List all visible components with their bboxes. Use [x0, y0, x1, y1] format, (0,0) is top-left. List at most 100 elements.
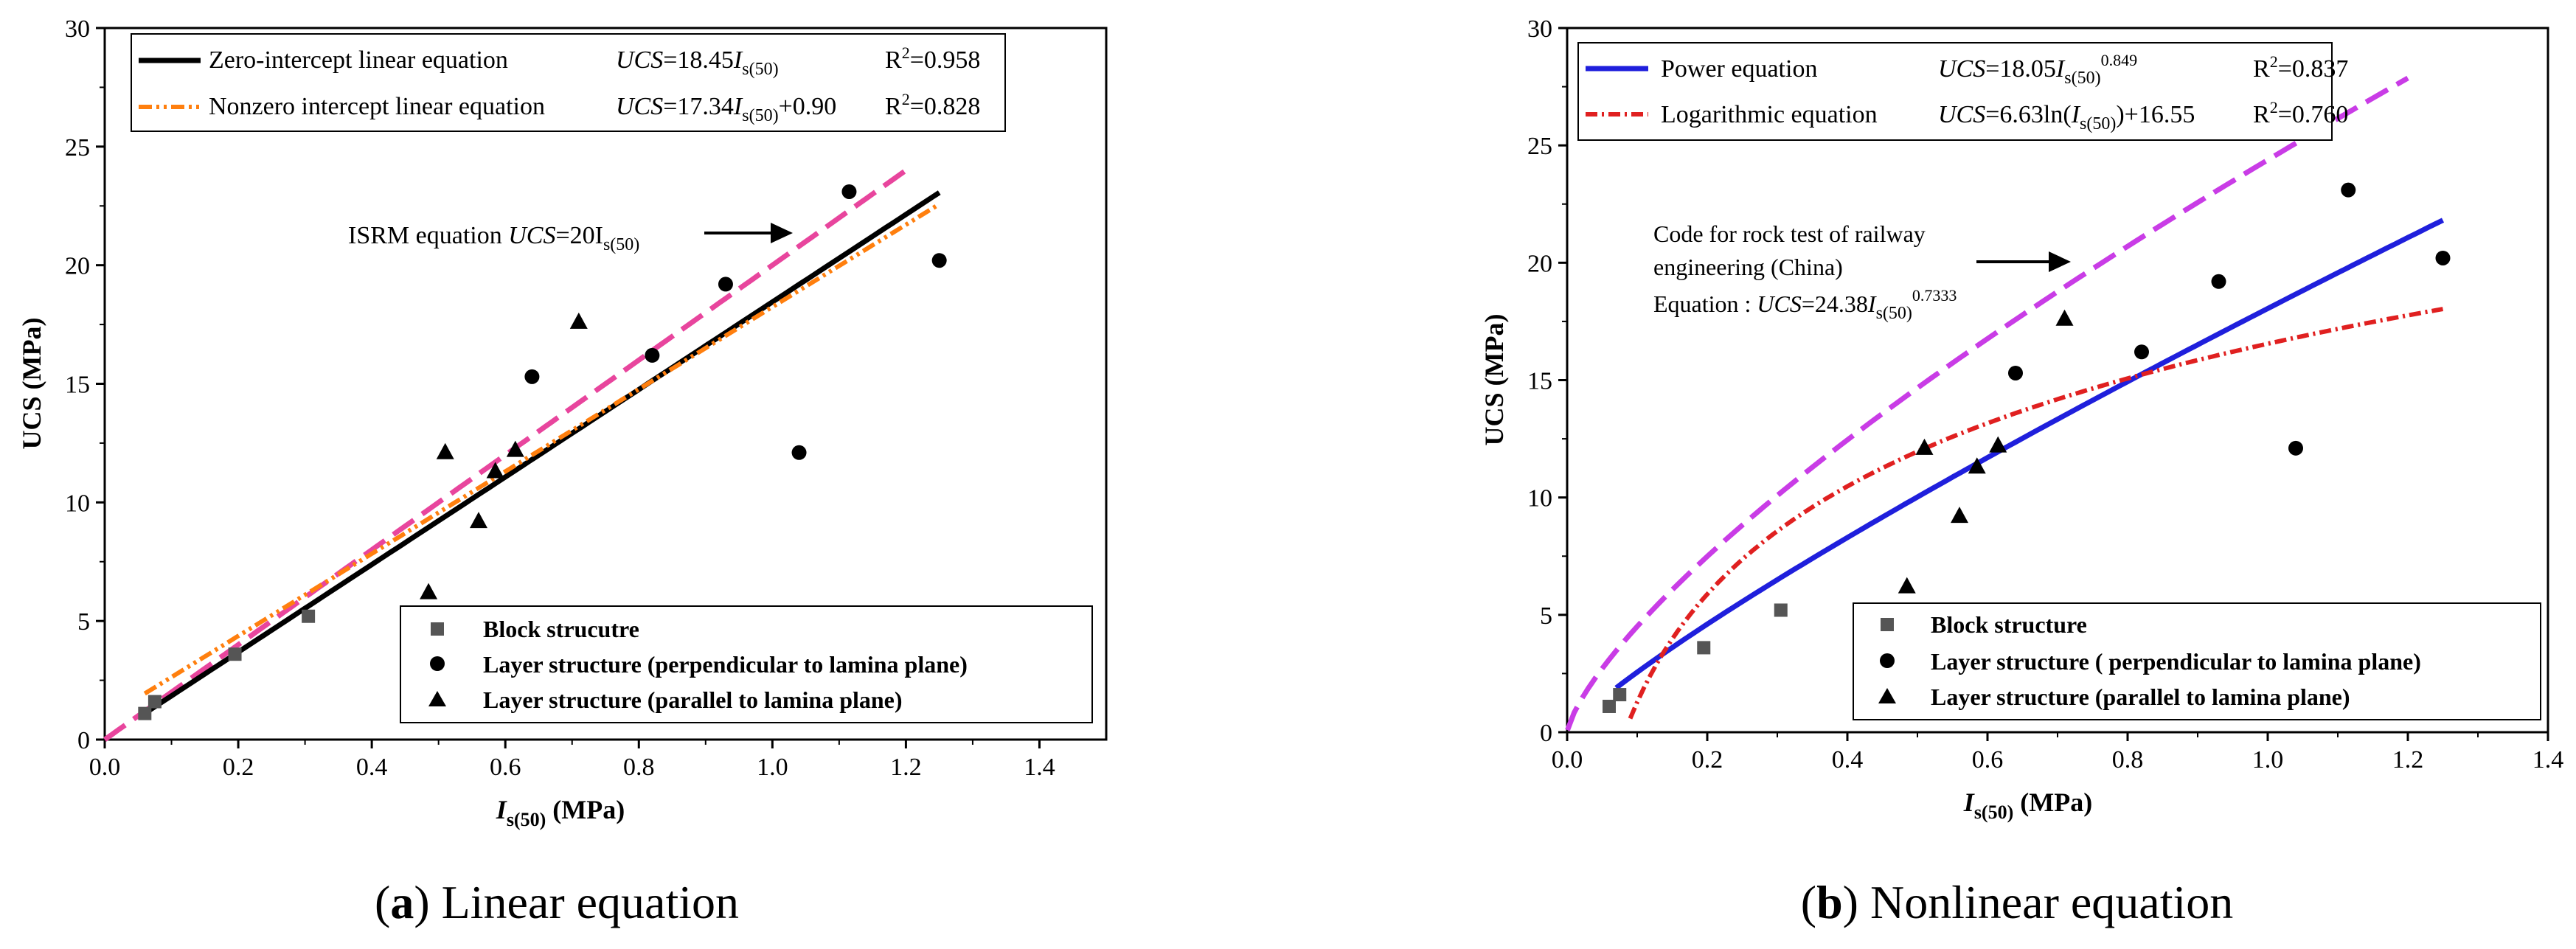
chart-b: 0.0 0.2 0.4 0.6 0.8 1.0 1.2 1.4 0 5 10 15 20 25 30 UC… — [1479, 15, 2563, 928]
isrm-arrow — [704, 223, 793, 243]
data-points-a — [138, 184, 947, 720]
railway-annotation-line1: Code for rock test of railway — [1653, 220, 1926, 247]
x-tick-label: 1.2 — [890, 754, 922, 781]
legend-marker-perpendicular-b — [1880, 653, 1895, 668]
caption-a: (a) Linear equation — [375, 876, 739, 928]
point-parallel — [1898, 577, 1916, 594]
y-tick-label: 0 — [77, 727, 90, 754]
y-tick-label: 25 — [1527, 133, 1552, 160]
point-perpendicular — [2341, 182, 2356, 198]
point-block — [1774, 603, 1788, 617]
point-perpendicular — [2211, 274, 2226, 289]
fit-line-power-equation — [1614, 218, 2445, 690]
legend-eq-log: UCS=6.63ln(Is(50))+16.55 — [1938, 101, 2195, 133]
point-block — [228, 647, 242, 661]
point-parallel — [436, 442, 454, 459]
y-tick-label: 25 — [65, 134, 90, 161]
legend-label-block: Block strucutre — [483, 616, 639, 642]
y-axis-label-b: UCS (MPa) — [1479, 314, 1509, 446]
point-parallel — [2055, 309, 2074, 326]
point-block — [147, 695, 162, 709]
fit-legend-b — [1577, 42, 2333, 141]
y-tick-label: 30 — [1527, 15, 1552, 43]
y-tick-label: 30 — [65, 15, 90, 43]
point-perpendicular — [2435, 250, 2451, 265]
caption-letter-a: a — [390, 876, 414, 928]
legend-r2-log: R2=0.760 — [2253, 98, 2348, 128]
legend-marker-block — [431, 622, 444, 636]
x-tick-label: 0.4 — [356, 754, 388, 781]
x-axis-label-a: Is(50) (MPa) — [496, 795, 625, 830]
legend-eq-power: UCS=18.05Is(50)0.849 — [1938, 51, 2137, 88]
point-perpendicular — [791, 445, 807, 460]
railway-arrow — [1976, 251, 2071, 272]
y-tick-label: 10 — [1527, 485, 1552, 512]
legend-marker-parallel-b — [1878, 688, 1896, 703]
legend-r2-power: R2=0.837 — [2253, 52, 2348, 83]
y-tick-label: 20 — [1527, 250, 1552, 277]
fit-line-zero-intercept-linear-equation — [143, 190, 941, 716]
point-perpendicular — [645, 347, 660, 363]
y-axis-ticks-b: 0 5 10 15 20 25 30 — [1527, 15, 1567, 747]
point-block — [1697, 641, 1711, 655]
legend-r2-nonzero-intercept: R2=0.828 — [885, 90, 980, 120]
railway-annotation-line2: engineering (China) — [1653, 254, 1843, 280]
x-axis-label-b: Is(50) (MPa) — [1963, 788, 2092, 823]
point-perpendicular — [931, 253, 947, 268]
x-tick-label: 1.0 — [757, 754, 788, 781]
legend-eq-nonzero-intercept: UCS=17.34Is(50)+0.90 — [616, 93, 836, 125]
x-tick-label: 0.4 — [1832, 746, 1864, 774]
y-axis-ticks-a: 0 5 10 15 20 25 30 — [65, 15, 105, 754]
legend-marker-block-b — [1881, 618, 1894, 631]
point-perpendicular — [524, 369, 540, 384]
x-tick-label: 0.0 — [89, 754, 121, 781]
point-perpendicular — [841, 184, 857, 199]
x-tick-label: 1.4 — [1024, 754, 1055, 781]
point-block — [302, 609, 316, 623]
chart-a: 0.0 0.2 0.4 0.6 0.8 1.0 1.2 1.4 0 5 10 15 20 25 30 UC… — [17, 15, 1108, 928]
fit-lines-a — [103, 168, 941, 742]
marker-legend-b — [1853, 602, 2541, 720]
point-parallel — [1951, 507, 1968, 524]
y-tick-label: 10 — [65, 490, 90, 517]
legend-label-power: Power equation — [1661, 55, 1817, 83]
y-tick-label: 0 — [1540, 720, 1552, 747]
point-perpendicular — [2134, 344, 2149, 360]
fit-line-code-for-rock-test-of-railway-engineering-china — [1565, 75, 2409, 731]
caption-b: (b) Nonlinear equation — [1801, 876, 2234, 928]
point-parallel — [420, 583, 438, 599]
legend-marker-perpendicular — [430, 656, 445, 671]
y-axis-label-a: UCS (MPa) — [17, 318, 46, 450]
legend-label-log: Logarithmic equation — [1661, 101, 1878, 128]
x-tick-label: 0.2 — [1692, 746, 1723, 774]
fit-line-nonzero-intercept-linear-equation — [143, 202, 941, 696]
point-parallel — [1989, 436, 2007, 453]
point-block — [1613, 688, 1627, 702]
data-points-b — [1603, 182, 2451, 713]
x-tick-label: 1.2 — [2392, 746, 2424, 774]
x-tick-label: 0.8 — [623, 754, 655, 781]
fit-legend-a — [131, 33, 1006, 132]
x-tick-label: 0.2 — [223, 754, 254, 781]
legend-marker-parallel — [428, 691, 446, 706]
y-tick-label: 15 — [1527, 368, 1552, 395]
point-parallel — [1968, 457, 1986, 474]
legend-label-parallel: Layer structure (parallel to lamina plan… — [483, 686, 903, 713]
x-tick-label: 0.6 — [490, 754, 521, 781]
legend-label-parallel-b: Layer structure (parallel to lamina plan… — [1931, 684, 2350, 710]
marker-legend-a — [400, 605, 1093, 723]
point-perpendicular — [718, 277, 733, 292]
point-block — [138, 706, 152, 720]
fit-lines-b — [1565, 75, 2445, 731]
fit-line-logarithmic-equation — [1628, 307, 2444, 720]
legend-label-zero-intercept: Zero-intercept linear equation — [209, 46, 508, 74]
point-parallel — [1915, 438, 1934, 455]
y-tick-label: 15 — [65, 372, 90, 399]
x-tick-label: 0.0 — [1552, 746, 1583, 774]
point-parallel — [569, 312, 588, 329]
point-perpendicular — [2288, 440, 2303, 456]
x-axis-ticks-b: 0.0 0.2 0.4 0.6 0.8 1.0 1.2 1.4 — [1552, 732, 2563, 774]
point-parallel — [469, 512, 487, 529]
legend-label-nonzero-intercept: Nonzero intercept linear equation — [209, 93, 545, 120]
